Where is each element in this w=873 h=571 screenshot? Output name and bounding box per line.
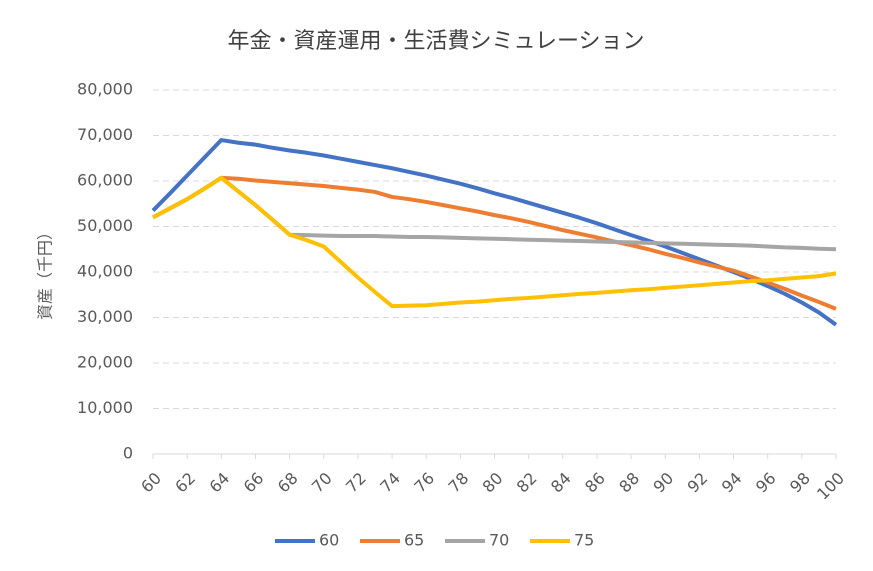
- y-tick-label: 50,000: [77, 216, 133, 235]
- x-tick-label: 70: [308, 469, 336, 497]
- y-tick-label: 80,000: [77, 80, 133, 99]
- x-tick-label: 72: [342, 469, 370, 497]
- y-tick-label: 20,000: [77, 353, 133, 372]
- x-tick-label: 84: [547, 469, 575, 497]
- x-tick-label: 96: [752, 469, 780, 497]
- y-tick-label: 70,000: [77, 125, 133, 144]
- chart-title: 年金・資産運用・生活費シミュレーション: [227, 29, 644, 54]
- x-tick-label: 78: [445, 469, 473, 497]
- line-series: [152, 175, 837, 311]
- y-tick-label: 30,000: [77, 307, 133, 326]
- y-axis-label: 資産（千円）: [36, 224, 55, 320]
- y-tick-label: 60,000: [77, 171, 133, 190]
- x-tick-label: 90: [649, 469, 677, 497]
- x-tick-label: 92: [684, 469, 712, 497]
- x-tick-label: 100: [813, 469, 848, 504]
- y-tick-label: 40,000: [77, 262, 133, 281]
- y-tick-label: 10,000: [77, 398, 133, 417]
- x-tick-label: 62: [171, 469, 199, 497]
- legend-label: 60: [319, 531, 339, 550]
- x-tick-label: 74: [376, 469, 404, 497]
- x-tick-label: 80: [479, 469, 507, 497]
- x-tick-label: 86: [581, 469, 609, 497]
- legend-label: 70: [489, 531, 509, 550]
- x-tick-label: 60: [137, 469, 165, 497]
- line-series: [152, 175, 837, 309]
- x-tick-label: 66: [240, 469, 268, 497]
- line-series: [151, 138, 838, 327]
- x-tick-label: 94: [718, 469, 746, 497]
- x-tick-label: 68: [274, 469, 302, 497]
- legend-label: 65: [404, 531, 424, 550]
- legend-label: 75: [574, 531, 594, 550]
- x-tick-label: 76: [410, 469, 438, 497]
- x-tick-label: 88: [615, 469, 643, 497]
- x-tick-label: 98: [786, 469, 814, 497]
- y-tick-label: 0: [123, 444, 133, 463]
- x-tick-label: 82: [513, 469, 541, 497]
- x-tick-label: 64: [205, 469, 233, 497]
